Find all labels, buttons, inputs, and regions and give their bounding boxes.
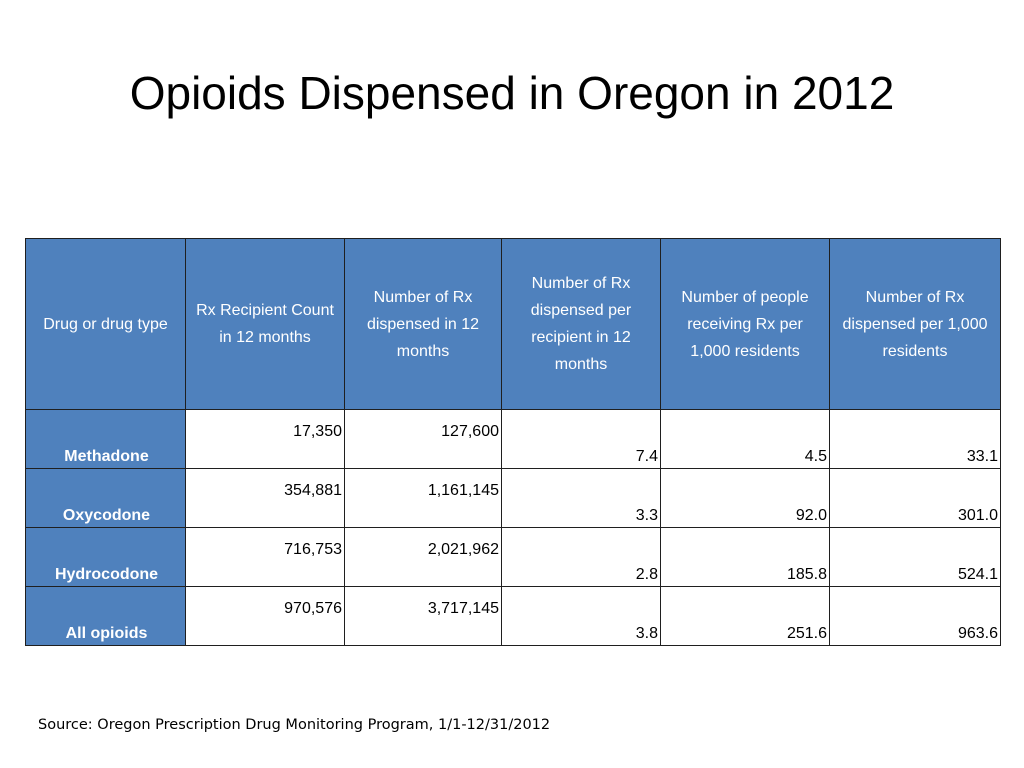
header-people-per-1000: Number of people receiving Rx per 1,000 … (660, 238, 830, 410)
cell-recipient-count: 17,350 (185, 409, 345, 469)
opioids-table: Drug or drug type Rx Recipient Count in … (25, 238, 1001, 646)
cell-rx-per-recipient: 3.8 (501, 586, 661, 646)
cell-rx-per-1000: 301.0 (829, 468, 1001, 528)
table-row: Oxycodone 354,881 1,161,145 3.3 92.0 301… (25, 468, 1001, 528)
header-rx-per-recipient: Number of Rx dispensed per recipient in … (501, 238, 661, 410)
row-label-all-opioids: All opioids (25, 586, 186, 646)
header-recipient-count: Rx Recipient Count in 12 months (185, 238, 345, 410)
cell-people-per-1000: 251.6 (660, 586, 830, 646)
table-row: Hydrocodone 716,753 2,021,962 2.8 185.8 … (25, 527, 1001, 587)
row-label-hydrocodone: Hydrocodone (25, 527, 186, 587)
row-label-oxycodone: Oxycodone (25, 468, 186, 528)
cell-rx-per-recipient: 7.4 (501, 409, 661, 469)
slide-title: Opioids Dispensed in Oregon in 2012 (129, 67, 895, 119)
cell-rx-per-1000: 33.1 (829, 409, 1001, 469)
cell-recipient-count: 716,753 (185, 527, 345, 587)
cell-rx-dispensed: 2,021,962 (344, 527, 502, 587)
cell-rx-per-1000: 524.1 (829, 527, 1001, 587)
row-label-methadone: Methadone (25, 409, 186, 469)
table-header-row: Drug or drug type Rx Recipient Count in … (25, 238, 1001, 410)
cell-rx-per-recipient: 3.3 (501, 468, 661, 528)
cell-rx-dispensed: 1,161,145 (344, 468, 502, 528)
source-footnote: Source: Oregon Prescription Drug Monitor… (38, 717, 551, 733)
table-row: Methadone 17,350 127,600 7.4 4.5 33.1 (25, 409, 1001, 469)
header-rx-dispensed: Number of Rx dispensed in 12 months (344, 238, 502, 410)
cell-recipient-count: 970,576 (185, 586, 345, 646)
cell-recipient-count: 354,881 (185, 468, 345, 528)
cell-people-per-1000: 185.8 (660, 527, 830, 587)
cell-people-per-1000: 4.5 (660, 409, 830, 469)
cell-rx-dispensed: 127,600 (344, 409, 502, 469)
header-rx-per-1000: Number of Rx dispensed per 1,000 residen… (829, 238, 1001, 410)
cell-rx-per-1000: 963.6 (829, 586, 1001, 646)
header-drug-type: Drug or drug type (25, 238, 186, 410)
table-row: All opioids 970,576 3,717,145 3.8 251.6 … (25, 586, 1001, 646)
cell-people-per-1000: 92.0 (660, 468, 830, 528)
cell-rx-dispensed: 3,717,145 (344, 586, 502, 646)
cell-rx-per-recipient: 2.8 (501, 527, 661, 587)
